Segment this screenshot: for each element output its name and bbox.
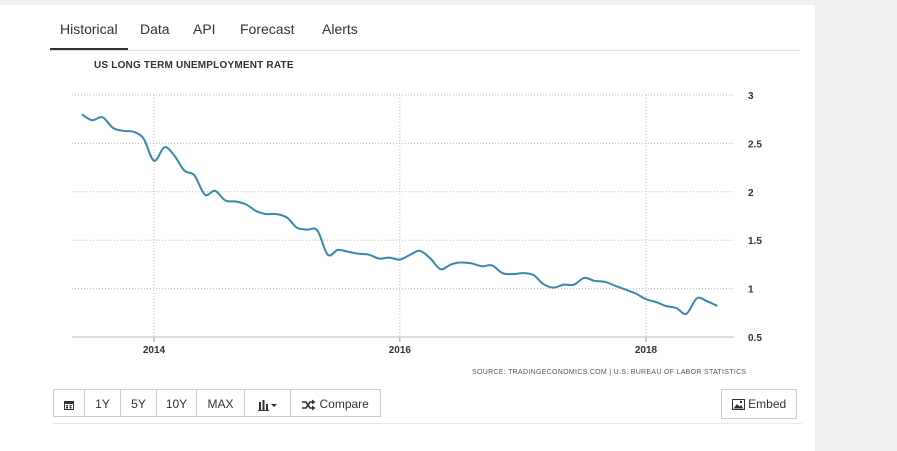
y-tick-label: 2.5	[748, 139, 762, 150]
x-tick-label: 2014	[143, 345, 166, 356]
x-tick-label: 2018	[635, 345, 658, 356]
calendar-icon	[64, 400, 74, 410]
y-tick-label: 0.5	[748, 333, 762, 344]
compare-button[interactable]: Compare	[291, 389, 381, 417]
tab-data[interactable]: Data	[140, 21, 170, 37]
line-chart: 0.5 1 1.5 2 2.5 3 2014 2016 2018	[72, 91, 762, 356]
chart-type-dropdown[interactable]	[245, 389, 291, 417]
tab-api[interactable]: API	[193, 21, 216, 37]
x-tick-label: 2016	[389, 345, 412, 356]
embed-button[interactable]: Embed	[721, 389, 797, 419]
bar-chart-icon	[257, 399, 277, 411]
compare-label: Compare	[319, 397, 369, 411]
source-note: SOURCE: TRADINGECONOMICS.COM | U.S. BURE…	[472, 369, 747, 376]
y-tick-label: 1	[748, 285, 754, 296]
image-icon	[731, 399, 745, 411]
tab-forecast[interactable]: Forecast	[240, 21, 295, 37]
chart-title: US LONG TERM UNEMPLOYMENT RATE	[94, 60, 294, 71]
tab-historical[interactable]: Historical	[50, 5, 128, 50]
chart-panel: Historical Data API Forecast Alerts	[0, 5, 815, 451]
range-1y-button[interactable]: 1Y	[85, 389, 121, 417]
tab-alerts[interactable]: Alerts	[322, 21, 358, 37]
y-tick-label: 1.5	[748, 236, 762, 247]
range-10y-button[interactable]: 10Y	[157, 389, 197, 417]
y-tick-label: 2	[748, 188, 754, 199]
divider	[52, 423, 802, 424]
tab-bar: Historical Data API Forecast Alerts	[50, 5, 800, 51]
range-max-button[interactable]: MAX	[197, 389, 245, 417]
range-5y-button[interactable]: 5Y	[121, 389, 157, 417]
calendar-button[interactable]	[53, 389, 85, 417]
y-tick-label: 3	[748, 91, 754, 102]
embed-label: Embed	[748, 397, 787, 411]
shuffle-icon	[302, 399, 316, 411]
chart-area: US LONG TERM UNEMPLOYMENT RATE 0.5 1 1.5 2 2…	[52, 50, 802, 380]
